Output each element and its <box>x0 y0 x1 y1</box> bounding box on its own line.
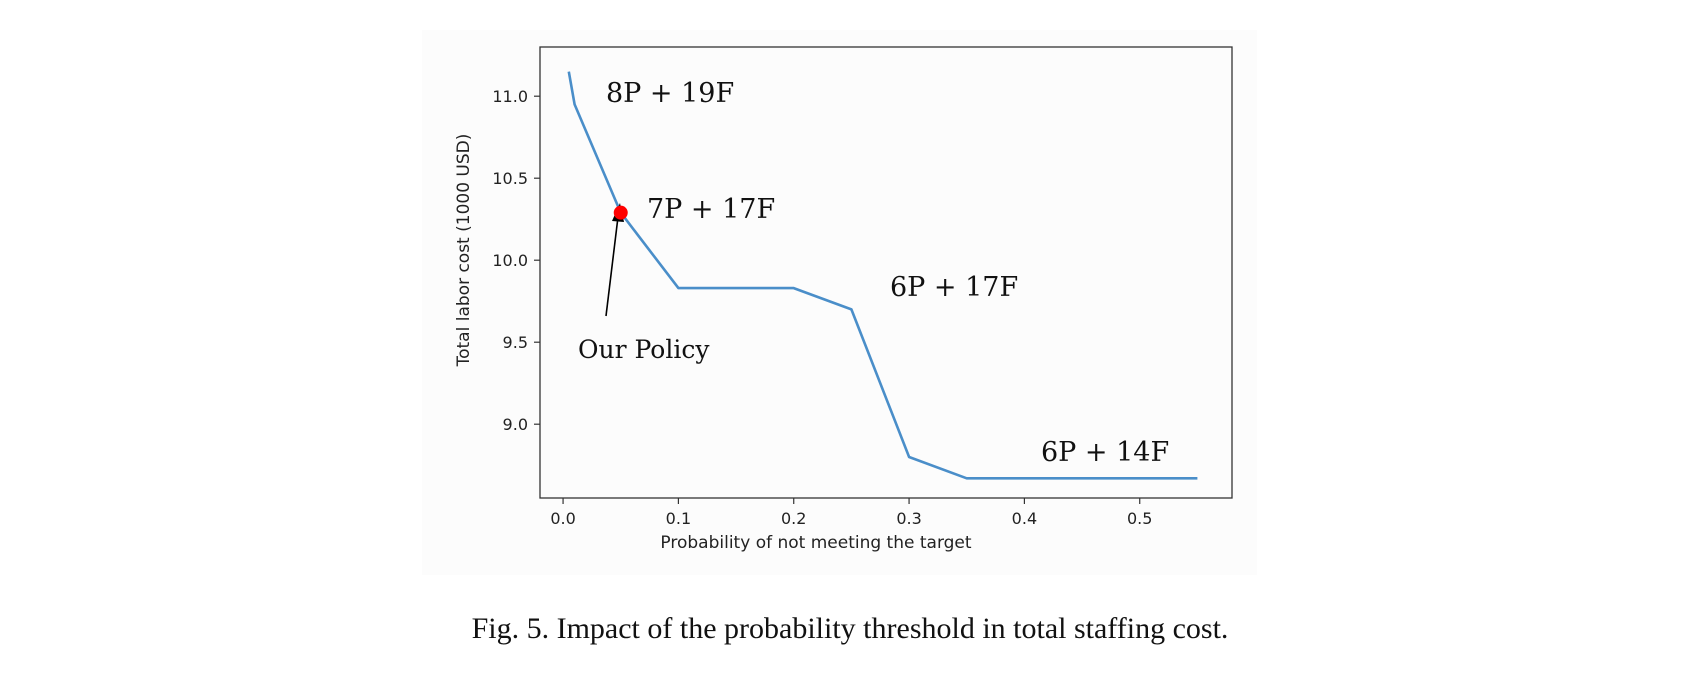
chart: 0.0 0.1 0.2 0.3 0.4 0.5 9.0 9.5 10.0 10.5 11.0 Pr… <box>422 30 1257 575</box>
x-tick-label: 0.1 <box>666 509 691 528</box>
annotation-8p-19f: 8P + 19F <box>606 78 734 109</box>
y-tick-label: 11.0 <box>492 87 528 106</box>
our-policy-point <box>613 205 628 220</box>
x-tick-label: 0.2 <box>781 509 806 528</box>
y-tick-label: 10.0 <box>492 251 528 270</box>
y-tick-label: 9.5 <box>503 333 528 352</box>
x-tick-label: 0.3 <box>896 509 921 528</box>
x-tick-label: 0.5 <box>1127 509 1152 528</box>
x-tick-label: 0.0 <box>550 509 575 528</box>
annotation-6p-14f: 6P + 14F <box>1041 437 1169 468</box>
x-axis-label: Probability of not meeting the target <box>660 533 971 553</box>
chart-image-background <box>422 30 1257 575</box>
figure-caption: Fig. 5. Impact of the probability thresh… <box>471 612 1229 645</box>
y-tick-label: 9.0 <box>503 415 528 434</box>
plot-frame <box>539 46 1233 499</box>
annotation-6p-17f: 6P + 17F <box>890 272 1018 303</box>
annotation-7p-17f: 7P + 17F <box>647 194 775 225</box>
y-tick-label: 10.5 <box>492 169 528 188</box>
policy-arrow-shaft <box>605 216 619 317</box>
x-tick-label: 0.4 <box>1012 509 1037 528</box>
annotation-our-policy: Our Policy <box>578 335 710 364</box>
tick-marks <box>534 95 1141 504</box>
x-tick-labels: 0.0 0.1 0.2 0.3 0.4 0.5 <box>550 509 1152 528</box>
y-axis-label: Total labor cost (1000 USD) <box>454 134 474 368</box>
y-tick-labels: 9.0 9.5 10.0 10.5 11.0 <box>492 87 528 434</box>
